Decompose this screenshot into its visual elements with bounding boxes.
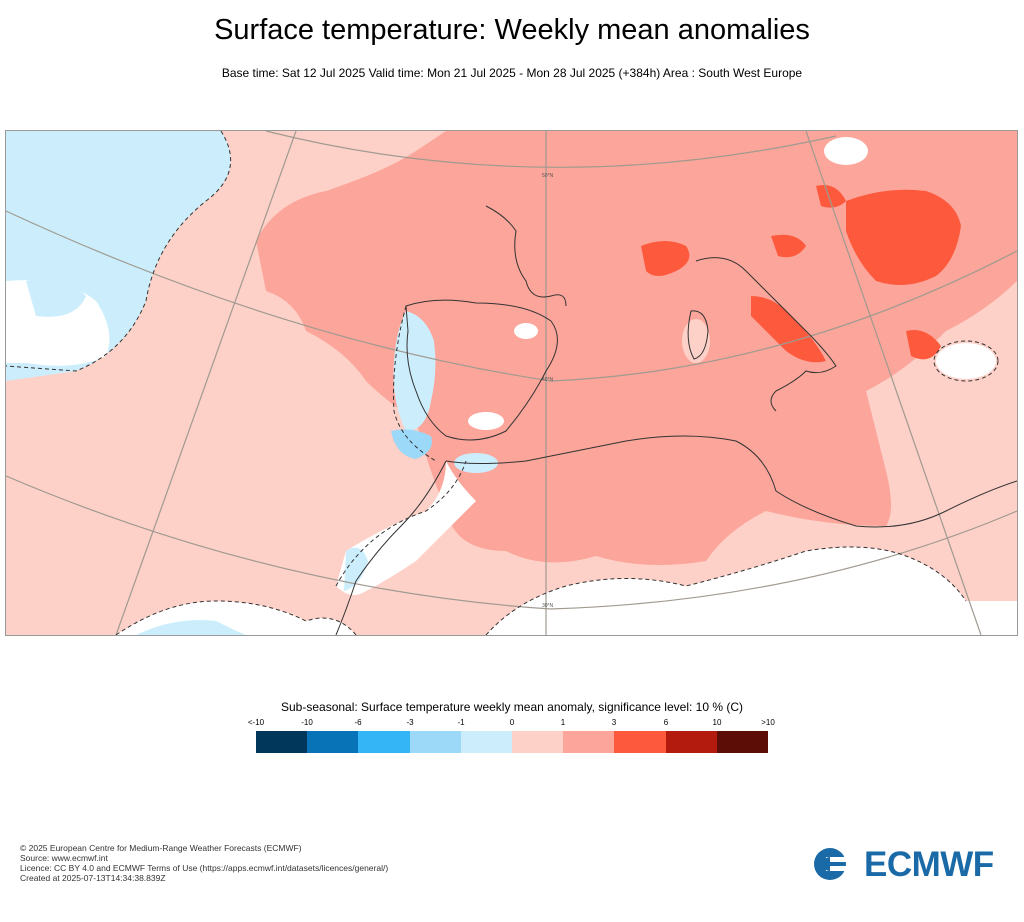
iberia-neutral-spot-1 xyxy=(468,412,504,430)
ecmwf-logo-icon xyxy=(814,848,860,880)
sahara-neutral xyxy=(486,547,1017,635)
north-africa-cold xyxy=(344,547,368,591)
significance-contours xyxy=(6,131,999,635)
hot-region-italy xyxy=(751,296,826,363)
coastline-france xyxy=(485,205,567,307)
hot-region-balkans xyxy=(846,189,961,285)
graticule xyxy=(6,131,1017,635)
north-africa-neutral xyxy=(336,461,476,595)
contour-iberia-west xyxy=(393,305,437,462)
legend-swatch xyxy=(358,731,410,753)
footer-source: Source: www.ecmwf.int xyxy=(20,853,108,863)
legend-swatch xyxy=(563,731,615,753)
contour-north-africa xyxy=(335,460,467,587)
neutral-region-atlantic xyxy=(6,280,110,366)
contour-south-west xyxy=(115,600,357,635)
legend-swatch xyxy=(614,731,666,753)
hot-region-central xyxy=(816,185,846,208)
coastline-iberia xyxy=(405,299,558,441)
contour-atlantic xyxy=(6,131,232,372)
hot-region-alps xyxy=(641,241,690,276)
legend-tick: 10 xyxy=(712,718,722,727)
iberia-cold-west xyxy=(393,311,436,431)
neutral-spot-greece xyxy=(936,343,996,379)
legend-tick: 6 xyxy=(663,718,669,727)
meridian-line-west xyxy=(115,131,297,635)
coastline-morocco-atlantic xyxy=(335,460,447,635)
legend-swatch xyxy=(460,731,513,753)
warm-region-europe xyxy=(256,131,1017,565)
legend-tick: 3 xyxy=(611,718,617,727)
coastline-sardinia xyxy=(687,310,709,360)
legend-tick: -1 xyxy=(457,718,465,727)
chart-subtitle: Base time: Sat 12 Jul 2025 Valid time: M… xyxy=(221,66,803,80)
legend-tick: 0 xyxy=(509,718,515,727)
legend-title: Sub-seasonal: Surface temperature weekly… xyxy=(281,700,743,714)
map-canvas: 50°N 40°N 30°N xyxy=(6,131,1017,635)
contour-greece xyxy=(933,340,999,382)
latitude-label-30n: 30°N xyxy=(542,603,554,609)
legend-swatch xyxy=(409,731,461,753)
south-cold-west xyxy=(136,619,246,635)
latitude-label-40n: 40°N xyxy=(542,377,554,383)
hot-region-adriatic xyxy=(771,234,806,258)
chart-title: Surface temperature: Weekly mean anomali… xyxy=(214,14,810,46)
coastline-italy xyxy=(695,257,837,412)
legend-swatch xyxy=(512,731,564,753)
latitude-label-50n: 50°N xyxy=(542,173,554,179)
legend-swatch xyxy=(665,731,717,753)
latitude-line-30n xyxy=(6,475,1017,610)
coastlines xyxy=(335,205,1017,635)
coastline-africa xyxy=(445,435,1017,528)
latitude-line-50n xyxy=(265,131,837,168)
legend-swatch xyxy=(716,731,769,753)
legend-tick: >10 xyxy=(761,718,775,727)
legend-tick: <-10 xyxy=(247,718,265,727)
footer-created: Created at 2025-07-13T14:34:38.839Z xyxy=(20,873,166,883)
contour-sahara xyxy=(485,546,967,635)
neutral-spot-sardinia xyxy=(682,319,710,363)
meridian-line-east xyxy=(805,131,982,635)
footer-copyright: © 2025 European Centre for Medium-Range … xyxy=(20,843,302,853)
footer-licence: Licence: CC BY 4.0 and ECMWF Terms of Us… xyxy=(20,863,389,873)
ecmwf-logo-text: ECMWF xyxy=(864,845,994,884)
legend-swatch xyxy=(256,731,308,753)
legend-ticks: <-10 -10 -6 -3 -1 0 1 3 6 10 >10 xyxy=(248,718,775,730)
ecmwf-logo[interactable]: ECMWF xyxy=(812,845,1007,884)
legend-swatch xyxy=(307,731,359,753)
hot-region-greece xyxy=(906,330,941,360)
footer-credits: © 2025 European Centre for Medium-Range … xyxy=(20,843,388,883)
legend-tick: 1 xyxy=(560,718,566,727)
iberia-neutral-spot-2 xyxy=(514,323,538,339)
neutral-spot-north xyxy=(824,137,868,165)
anomaly-map[interactable]: 50°N 40°N 30°N xyxy=(5,130,1018,636)
cold-spot-atlantic xyxy=(26,278,86,317)
legend-colorbar xyxy=(256,731,769,753)
legend-tick: -3 xyxy=(406,718,414,727)
legend-tick: -10 xyxy=(301,718,313,727)
latitude-line-40n xyxy=(6,210,1017,382)
legend-tick: -6 xyxy=(354,718,362,727)
